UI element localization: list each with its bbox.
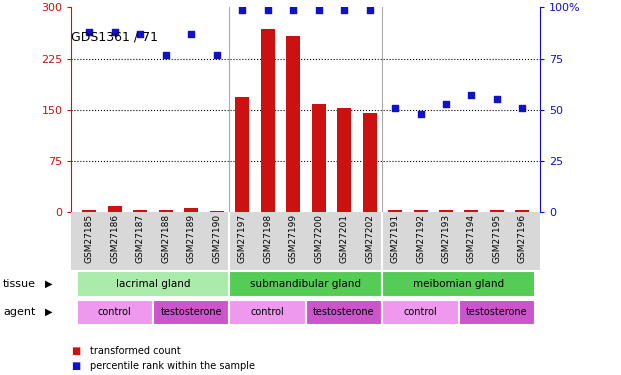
Text: GSM27185: GSM27185 — [84, 214, 94, 263]
Bar — [388, 210, 402, 212]
Bar — [184, 209, 198, 212]
Text: GSM27195: GSM27195 — [492, 214, 501, 263]
Text: GSM27190: GSM27190 — [212, 214, 221, 263]
Point — [441, 100, 451, 106]
Text: GSM27201: GSM27201 — [340, 214, 348, 263]
Text: control: control — [251, 307, 284, 317]
Bar — [515, 210, 530, 212]
Text: testosterone: testosterone — [313, 307, 375, 317]
Point — [135, 31, 145, 37]
Text: tissue: tissue — [3, 279, 36, 289]
Point — [415, 111, 425, 117]
Text: ■: ■ — [71, 361, 81, 370]
Point — [492, 96, 502, 102]
Text: control: control — [98, 307, 132, 317]
Bar — [459, 300, 535, 325]
Point — [390, 105, 400, 111]
Text: GDS1361 / 71: GDS1361 / 71 — [71, 30, 158, 43]
Bar — [76, 272, 229, 297]
Bar — [76, 300, 153, 325]
Text: ▶: ▶ — [45, 307, 52, 317]
Text: ▶: ▶ — [45, 279, 52, 289]
Bar — [261, 29, 274, 212]
Point — [161, 51, 171, 57]
Text: GSM27193: GSM27193 — [442, 214, 450, 263]
Text: GSM27187: GSM27187 — [136, 214, 145, 263]
Text: percentile rank within the sample: percentile rank within the sample — [90, 361, 255, 370]
Bar — [159, 210, 173, 212]
Text: GSM27199: GSM27199 — [289, 214, 297, 263]
Bar — [153, 300, 229, 325]
Point — [517, 105, 527, 111]
Bar — [439, 210, 453, 212]
Text: transformed count: transformed count — [90, 346, 181, 355]
Text: GSM27200: GSM27200 — [314, 214, 323, 263]
Text: control: control — [404, 307, 437, 317]
Bar — [363, 113, 376, 212]
Bar — [306, 300, 383, 325]
Text: testosterone: testosterone — [466, 307, 528, 317]
Text: GSM27197: GSM27197 — [238, 214, 247, 263]
Point — [339, 6, 349, 12]
Bar — [383, 300, 459, 325]
Text: meibomian gland: meibomian gland — [413, 279, 504, 289]
Text: GSM27191: GSM27191 — [391, 214, 399, 263]
Point — [263, 6, 273, 12]
Bar — [383, 272, 535, 297]
Bar — [82, 210, 96, 212]
Text: testosterone: testosterone — [160, 307, 222, 317]
Point — [237, 6, 247, 12]
Bar — [465, 210, 478, 212]
Point — [212, 51, 222, 57]
Text: submandibular gland: submandibular gland — [250, 279, 361, 289]
Text: agent: agent — [3, 307, 35, 317]
Point — [466, 92, 476, 98]
Point — [186, 31, 196, 37]
Text: lacrimal gland: lacrimal gland — [116, 279, 190, 289]
Bar — [134, 210, 147, 212]
Text: GSM27202: GSM27202 — [365, 214, 374, 263]
Bar — [229, 272, 383, 297]
Point — [110, 29, 120, 35]
Text: GSM27192: GSM27192 — [416, 214, 425, 263]
Text: GSM27189: GSM27189 — [187, 214, 196, 263]
Bar — [414, 210, 427, 212]
Text: ■: ■ — [71, 346, 81, 355]
Bar — [490, 210, 504, 212]
Point — [84, 29, 94, 35]
Bar — [312, 104, 325, 212]
Point — [365, 6, 374, 12]
Text: GSM27194: GSM27194 — [467, 214, 476, 263]
Bar — [229, 300, 306, 325]
Bar — [235, 98, 249, 212]
Text: GSM27188: GSM27188 — [161, 214, 170, 263]
Bar — [337, 108, 351, 212]
Point — [314, 6, 324, 12]
Point — [288, 6, 298, 12]
Text: GSM27198: GSM27198 — [263, 214, 272, 263]
Bar — [107, 206, 122, 212]
Bar — [210, 210, 224, 212]
Bar — [286, 36, 300, 212]
Text: GSM27196: GSM27196 — [518, 214, 527, 263]
Text: GSM27186: GSM27186 — [111, 214, 119, 263]
